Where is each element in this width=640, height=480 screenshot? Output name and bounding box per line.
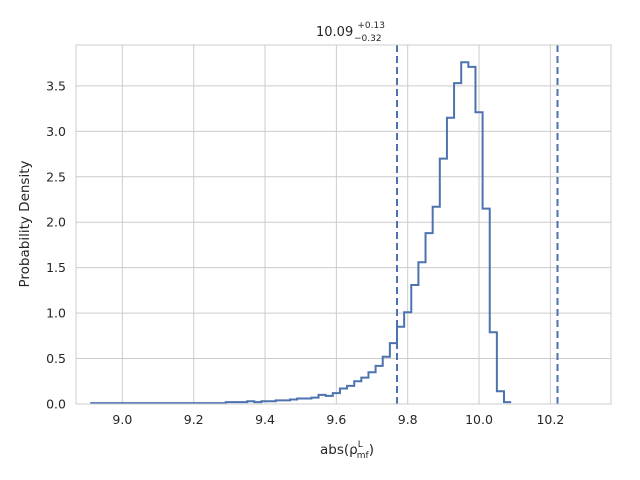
data-layer [90,45,559,405]
chart-title: 10.09 +0.13 −0.32 [316,17,389,44]
y-tick-label: 3.5 [46,78,66,93]
y-tick-label: 0.5 [46,351,66,366]
histogram-step-line [90,61,512,405]
y-axis-label: Probability Density [17,161,33,288]
x-tick-label: 9.8 [398,412,418,427]
y-tick-label: 1.0 [46,306,66,321]
plot-border [75,44,612,405]
x-tick-label: 9.2 [184,412,204,427]
x-tick-label: 9.0 [112,412,132,427]
x-axis-label: abs(ρL mf) [320,440,374,461]
x-label-sub: mf [357,451,370,461]
y-tick-label: 0.0 [46,397,66,412]
x-tick-label: 10.2 [536,412,564,427]
y-tick-label: 2.0 [46,215,66,230]
y-tick-label: 3.0 [46,124,66,139]
x-label-sup: L [358,440,363,450]
title-value: 10.09 [316,25,353,40]
y-tick-label: 2.5 [46,169,66,184]
x-label-symbol: ρ [349,442,358,458]
tick-labels: 9.0 9.2 9.4 9.6 9.8 10.0 10.2 0.0 0.5 1.0 1.5 2.0 2.… [46,78,564,427]
x-tick-label: 9.4 [255,412,275,427]
x-tick-label: 9.6 [326,412,346,427]
y-tick-label: 1.5 [46,260,66,275]
x-label-base: abs( [320,442,349,458]
x-tick-label: 10.0 [465,412,493,427]
x-label-close: ) [369,442,374,458]
title-upper-error: +0.13 [357,21,385,31]
plot-frame [75,44,612,405]
grid-layer [76,45,611,405]
title-lower-error: −0.32 [354,34,382,44]
